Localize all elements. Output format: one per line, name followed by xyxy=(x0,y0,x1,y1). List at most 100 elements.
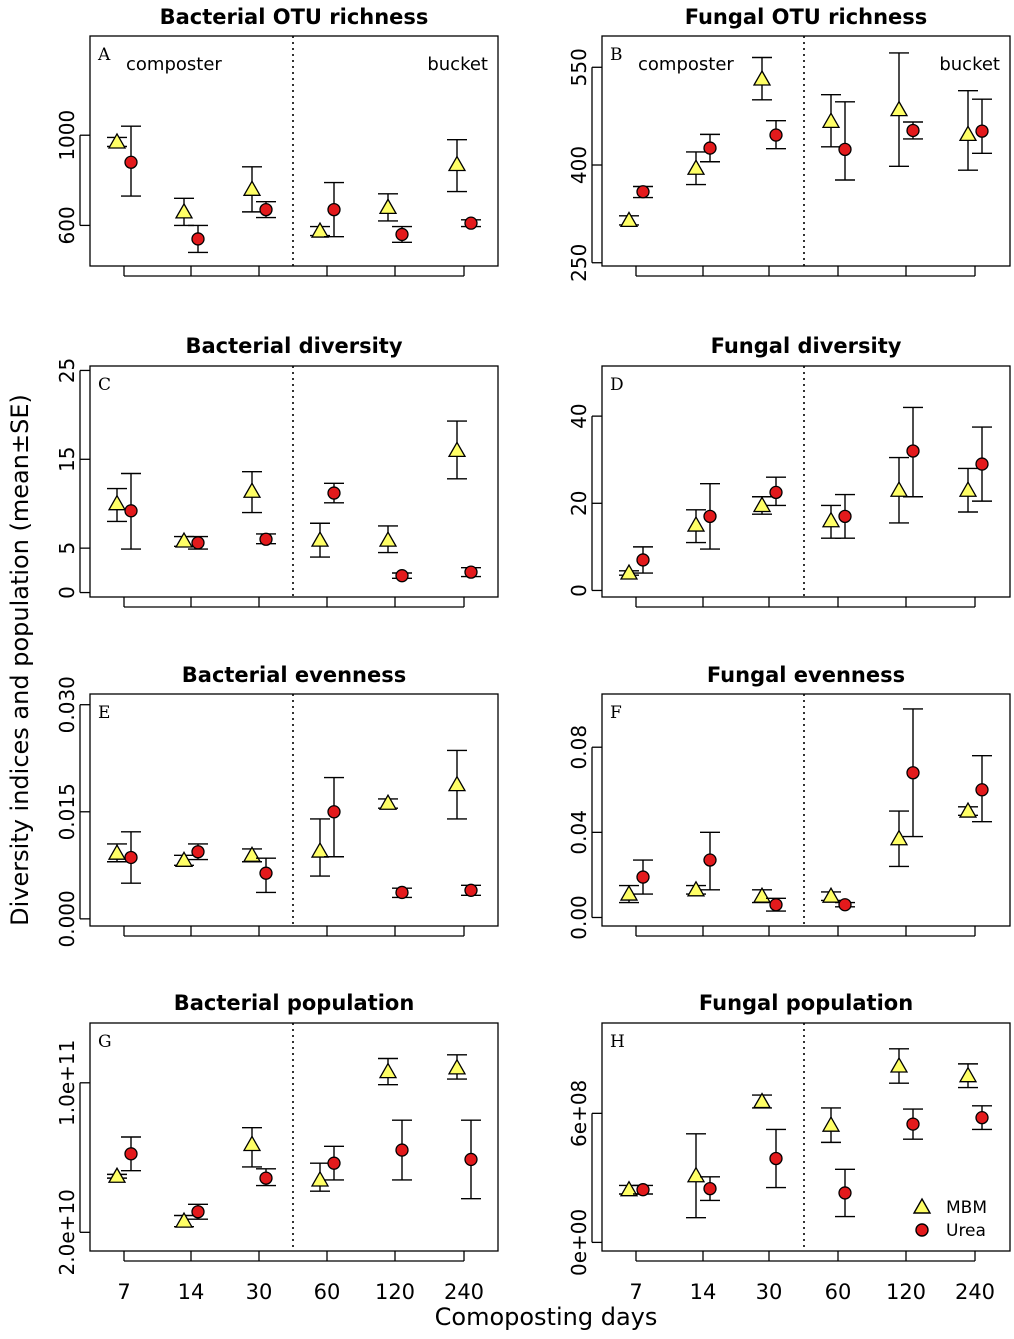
panel-letter: C xyxy=(98,375,111,395)
y-tick-label: 5 xyxy=(55,542,79,555)
mbm-point xyxy=(821,886,841,903)
mbm-point xyxy=(378,1062,398,1079)
panels-group: Bacterial OTU richness A composter bucket 60… xyxy=(55,5,1011,1304)
mbm-point xyxy=(686,1166,706,1183)
panel-letter: H xyxy=(610,1032,625,1052)
urea-point xyxy=(838,509,852,524)
urea-point xyxy=(259,866,273,880)
mbm-point xyxy=(686,158,706,175)
urea-point xyxy=(327,202,341,217)
panel-letter: E xyxy=(98,703,110,723)
mbm-point xyxy=(889,1056,909,1073)
urea-point xyxy=(636,185,650,199)
mbm-point xyxy=(889,829,909,846)
composter-label: composter xyxy=(638,54,734,75)
mbm-point xyxy=(752,69,772,86)
y-tick-label: 1.0e+11 xyxy=(55,1040,79,1126)
composter-label: composter xyxy=(126,54,222,75)
urea-point xyxy=(906,444,920,458)
urea-point xyxy=(769,128,783,142)
mbm-point xyxy=(889,100,909,117)
urea-point xyxy=(464,883,478,897)
legend: MBM Urea xyxy=(912,1197,987,1241)
panel-c: Bacterial diversity C 0 5 15 25 xyxy=(55,334,499,608)
mbm-point xyxy=(242,1135,262,1152)
urea-point xyxy=(703,1181,717,1196)
mbm-point xyxy=(821,511,841,528)
urea-point xyxy=(395,569,409,583)
panel-b: Fungal OTU richness B composter bucket 250 40… xyxy=(567,5,1011,282)
x-tick-label: 7 xyxy=(117,1280,130,1304)
urea-point xyxy=(636,553,650,567)
y-tick-label: 250 xyxy=(567,244,591,282)
urea-point xyxy=(259,1171,273,1185)
mbm-point xyxy=(310,841,330,858)
y-tick-label: 1000 xyxy=(55,110,79,161)
panel-letter: B xyxy=(610,45,623,65)
y-tick-label: 6e+08 xyxy=(567,1080,591,1147)
panel-letter: D xyxy=(610,375,624,395)
mbm-point xyxy=(310,1170,330,1187)
urea-point xyxy=(703,509,717,524)
legend-mbm-marker xyxy=(912,1197,932,1214)
urea-point xyxy=(327,486,341,500)
panel-letter: A xyxy=(97,45,111,65)
y-tick-label: 25 xyxy=(55,358,79,383)
mbm-point xyxy=(619,211,639,228)
mbm-point xyxy=(821,1115,841,1132)
panel-title: Fungal evenness xyxy=(707,663,905,687)
urea-point xyxy=(464,565,478,579)
urea-point xyxy=(124,1147,138,1161)
mbm-point xyxy=(958,1066,978,1083)
y-tick-label: 0.030 xyxy=(55,676,79,733)
plot-frame xyxy=(89,35,499,267)
urea-point xyxy=(124,155,138,169)
urea-point xyxy=(327,1156,341,1170)
mbm-point xyxy=(174,202,194,219)
y-tick-label: 0.04 xyxy=(567,810,591,855)
mbm-point xyxy=(821,112,841,129)
panel-d: Fungal diversity D 0 20 40 xyxy=(567,334,1011,608)
y-tick-label: 400 xyxy=(567,146,591,184)
x-tick-label: 120 xyxy=(375,1280,415,1304)
urea-point xyxy=(395,227,409,242)
urea-point xyxy=(703,141,717,155)
legend-urea-marker xyxy=(915,1223,929,1237)
mbm-point xyxy=(378,530,398,547)
plot-frame xyxy=(601,693,1011,927)
panel-e: Bacterial evenness E 0.000 0.015 0.030 xyxy=(55,663,499,947)
mbm-point xyxy=(174,531,194,548)
legend-mbm-label: MBM xyxy=(946,1198,987,1218)
panel-title: Bacterial population xyxy=(174,991,415,1015)
x-tick-label: 14 xyxy=(690,1280,717,1304)
mbm-point xyxy=(107,1166,127,1183)
mbm-point xyxy=(619,1180,639,1197)
mbm-point xyxy=(686,880,706,897)
mbm-point xyxy=(958,801,978,818)
urea-point xyxy=(838,142,852,157)
x-tick-label: 240 xyxy=(444,1280,484,1304)
mbm-point xyxy=(242,180,262,196)
mbm-point xyxy=(619,563,639,580)
x-tick-label: 30 xyxy=(246,1280,273,1304)
mbm-point xyxy=(447,775,467,792)
mbm-point xyxy=(619,884,639,901)
urea-point xyxy=(395,1143,409,1157)
urea-point xyxy=(636,1183,650,1197)
urea-point xyxy=(769,1151,783,1166)
panel-title: Fungal diversity xyxy=(711,334,902,358)
panel-a: Bacterial OTU richness A composter bucket 60… xyxy=(55,5,499,277)
panel-g: Bacterial population G 2.0e+10 1.0e+11 7 14 30… xyxy=(55,991,499,1304)
mbm-point xyxy=(889,480,909,497)
urea-point xyxy=(464,1152,478,1167)
y-axis-title: Diversity indices and population (mean±S… xyxy=(6,394,34,926)
mbm-point xyxy=(378,198,398,215)
y-tick-label: 0.00 xyxy=(567,895,591,940)
panel-f: Fungal evenness F 0.00 0.04 0.08 xyxy=(567,663,1011,940)
y-tick-label: 0.015 xyxy=(55,783,79,840)
urea-point xyxy=(906,766,920,780)
urea-point xyxy=(327,805,341,819)
plot-frame xyxy=(601,365,1011,598)
urea-point xyxy=(769,898,783,912)
